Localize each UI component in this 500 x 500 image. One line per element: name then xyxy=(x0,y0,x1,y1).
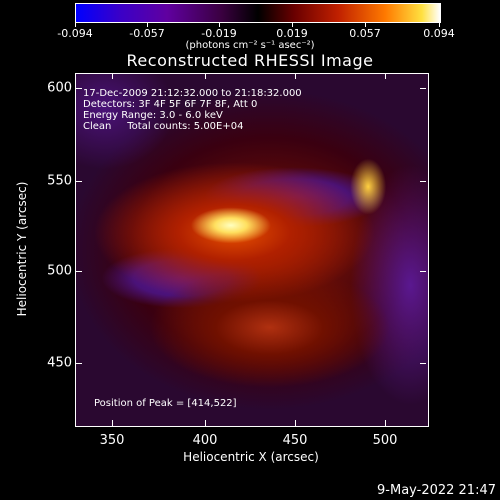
rhessi-image-panel: 17-Dec-2009 21:12:32.000 to 21:18:32.000… xyxy=(75,73,429,427)
y-tick xyxy=(76,271,82,272)
y-tick-label: 600 xyxy=(47,80,72,96)
x-tick-label: 350 xyxy=(99,433,125,448)
x-tick-label: 500 xyxy=(372,433,398,448)
colorbar-label: 0.094 xyxy=(423,27,455,40)
x-axis-title: Heliocentric X (arcsec) xyxy=(183,450,319,464)
colorbar-tick xyxy=(292,22,293,27)
y-tick-label: 450 xyxy=(47,355,72,371)
info-time-range: 17-Dec-2009 21:12:32.000 to 21:18:32.000 xyxy=(83,88,302,99)
y-tick xyxy=(76,88,82,89)
x-tick xyxy=(295,73,296,79)
y-axis-title: Heliocentric Y (arcsec) xyxy=(15,181,29,317)
colorbar xyxy=(75,3,441,23)
info-counts: Clean Total counts: 5.00E+04 xyxy=(83,121,244,132)
colorbar-tick xyxy=(75,22,76,27)
y-tick xyxy=(420,88,426,89)
y-tick-label: 500 xyxy=(47,263,72,279)
y-tick xyxy=(420,363,426,364)
x-tick xyxy=(385,73,386,79)
x-tick xyxy=(112,73,113,79)
colorbar-label: 0.057 xyxy=(349,27,381,40)
x-tick xyxy=(385,420,386,426)
y-tick xyxy=(76,363,82,364)
y-tick xyxy=(76,181,82,182)
colorbar-label: -0.057 xyxy=(129,27,165,40)
colorbar-label: 0.019 xyxy=(276,27,308,40)
x-tick-label: 400 xyxy=(192,433,218,448)
info-energy-range: Energy Range: 3.0 - 6.0 keV xyxy=(83,110,223,121)
colorbar-label: -0.094 xyxy=(57,27,93,40)
x-tick xyxy=(112,420,113,426)
colorbar-tick xyxy=(365,22,366,27)
x-tick xyxy=(295,420,296,426)
x-tick xyxy=(205,73,206,79)
colorbar-tick xyxy=(219,22,220,27)
timestamp: 9-May-2022 21:47 xyxy=(377,483,496,498)
colorbar-tick xyxy=(147,22,148,27)
x-tick xyxy=(205,420,206,426)
x-tick-label: 450 xyxy=(282,433,308,448)
colorbar-units: (photons cm⁻² s⁻¹ asec⁻²) xyxy=(185,40,315,51)
y-tick xyxy=(420,271,426,272)
info-detectors: Detectors: 3F 4F 5F 6F 7F 8F, Att 0 xyxy=(83,99,258,110)
y-tick-label: 550 xyxy=(47,173,72,189)
y-tick xyxy=(420,181,426,182)
colorbar-label: -0.019 xyxy=(201,27,237,40)
image-title: Reconstructed RHESSI Image xyxy=(126,51,374,70)
peak-position: Position of Peak = [414,522] xyxy=(94,398,237,409)
colorbar-tick xyxy=(439,22,440,27)
